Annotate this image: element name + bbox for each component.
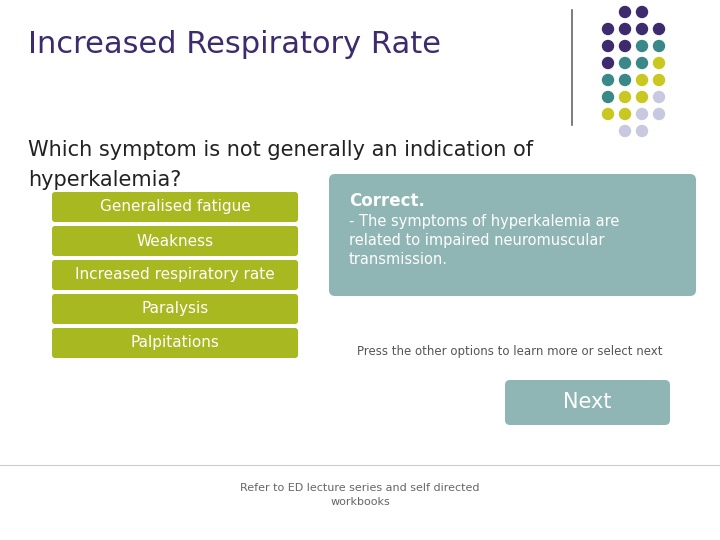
Circle shape (654, 109, 665, 119)
Circle shape (619, 75, 631, 85)
Circle shape (654, 75, 665, 85)
Text: Press the other options to learn more or select next: Press the other options to learn more or… (357, 345, 662, 358)
Circle shape (654, 91, 665, 103)
Text: Increased Respiratory Rate: Increased Respiratory Rate (28, 30, 441, 59)
FancyBboxPatch shape (52, 192, 298, 222)
Text: Which symptom is not generally an indication of
hyperkalemia?: Which symptom is not generally an indica… (28, 140, 533, 190)
Text: Paralysis: Paralysis (141, 301, 209, 316)
Circle shape (603, 40, 613, 51)
Circle shape (636, 57, 647, 69)
Circle shape (603, 75, 613, 85)
Circle shape (636, 125, 647, 137)
Circle shape (619, 109, 631, 119)
Text: Correct.: Correct. (349, 192, 425, 210)
Text: Refer to ED lecture series and self directed
workbooks: Refer to ED lecture series and self dire… (240, 483, 480, 507)
Text: Palpitations: Palpitations (130, 335, 220, 350)
Circle shape (603, 91, 613, 103)
FancyBboxPatch shape (329, 174, 696, 296)
Circle shape (603, 24, 613, 35)
Circle shape (636, 6, 647, 17)
Text: Next: Next (563, 393, 612, 413)
Circle shape (654, 40, 665, 51)
FancyBboxPatch shape (505, 380, 670, 425)
Circle shape (636, 75, 647, 85)
Circle shape (636, 40, 647, 51)
Circle shape (603, 109, 613, 119)
Text: Increased respiratory rate: Increased respiratory rate (75, 267, 275, 282)
Text: Generalised fatigue: Generalised fatigue (99, 199, 251, 214)
Circle shape (654, 57, 665, 69)
FancyBboxPatch shape (52, 294, 298, 324)
Circle shape (619, 40, 631, 51)
Circle shape (636, 24, 647, 35)
Circle shape (636, 109, 647, 119)
FancyBboxPatch shape (52, 226, 298, 256)
FancyBboxPatch shape (52, 260, 298, 290)
FancyBboxPatch shape (52, 328, 298, 358)
Text: - The symptoms of hyperkalemia are
related to impaired neuromuscular
transmissio: - The symptoms of hyperkalemia are relat… (349, 214, 619, 267)
Circle shape (619, 6, 631, 17)
Circle shape (654, 24, 665, 35)
Text: Weakness: Weakness (136, 233, 214, 248)
Circle shape (619, 125, 631, 137)
Circle shape (619, 24, 631, 35)
Circle shape (603, 57, 613, 69)
Circle shape (619, 91, 631, 103)
Circle shape (619, 57, 631, 69)
Circle shape (636, 91, 647, 103)
